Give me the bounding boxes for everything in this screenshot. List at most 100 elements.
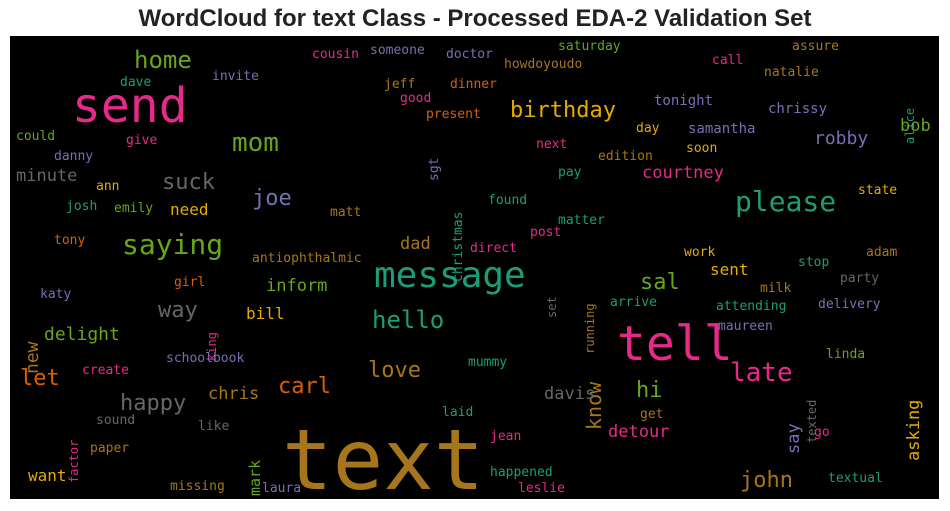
word-missing: missing bbox=[170, 479, 225, 494]
word-matt: matt bbox=[330, 205, 362, 220]
word-invite: invite bbox=[212, 69, 259, 84]
word-sent: sent bbox=[710, 260, 749, 279]
word-pay: pay bbox=[558, 165, 582, 180]
word-state: state bbox=[858, 183, 898, 198]
word-schoolbook: schoolbook bbox=[166, 351, 245, 366]
word-message: message bbox=[374, 255, 526, 296]
word-party: party bbox=[840, 271, 880, 286]
word-hello: hello bbox=[372, 306, 445, 334]
word-tell: tell bbox=[617, 316, 733, 372]
word-saying: saying bbox=[122, 228, 224, 261]
word-textual: textual bbox=[828, 471, 883, 486]
word-tony: tony bbox=[54, 233, 86, 248]
word-love: love bbox=[368, 358, 421, 383]
word-ann: ann bbox=[96, 179, 120, 194]
word-present: present bbox=[426, 107, 481, 122]
word-maureen: maureen bbox=[718, 319, 773, 334]
word-create: create bbox=[82, 363, 129, 378]
word-call: call bbox=[712, 53, 744, 68]
word-sound: sound bbox=[96, 413, 136, 428]
word-samantha: samantha bbox=[688, 121, 756, 137]
word-inform: inform bbox=[266, 276, 328, 296]
word-want: want bbox=[28, 466, 67, 485]
word-tonight: tonight bbox=[654, 93, 714, 109]
word-text: text bbox=[282, 411, 485, 499]
word-dave: dave bbox=[120, 75, 152, 90]
word-birthday: birthday bbox=[510, 98, 616, 123]
word-day: day bbox=[636, 121, 660, 136]
word-john: john bbox=[740, 468, 793, 493]
word-asking: asking bbox=[904, 399, 924, 462]
word-howdoyoudo: howdoyoudo bbox=[504, 57, 583, 72]
word-send: send bbox=[72, 78, 188, 134]
word-could: could bbox=[16, 129, 56, 144]
word-katy: katy bbox=[40, 287, 72, 302]
word-happy: happy bbox=[120, 391, 187, 416]
word-assure: assure bbox=[792, 39, 839, 54]
word-say: say bbox=[784, 422, 804, 454]
word-let: let bbox=[20, 366, 60, 391]
word-set: set bbox=[545, 295, 559, 318]
word-danny: danny bbox=[54, 149, 94, 164]
word-josh: josh bbox=[66, 199, 98, 214]
word-go: go bbox=[814, 425, 830, 440]
word-delight: delight bbox=[44, 324, 120, 345]
word-antiophthalmic: antiophthalmic bbox=[252, 251, 362, 266]
chart-title: WordCloud for text Class - Processed EDA… bbox=[138, 5, 812, 32]
word-jean: jean bbox=[490, 429, 522, 444]
word-natalie: natalie bbox=[764, 65, 819, 80]
word-suck: suck bbox=[162, 170, 215, 195]
word-cousin: cousin bbox=[312, 47, 359, 62]
word-detour: detour bbox=[608, 422, 670, 442]
word-work: work bbox=[684, 245, 716, 260]
word-post: post bbox=[530, 225, 562, 240]
word-arrive: arrive bbox=[610, 295, 657, 310]
word-soon: soon bbox=[686, 141, 718, 156]
word-girl: girl bbox=[174, 275, 206, 290]
word-like: like bbox=[198, 419, 230, 434]
word-adam: adam bbox=[866, 245, 898, 260]
word-dad: dad bbox=[400, 234, 431, 254]
word-direct: direct bbox=[470, 241, 517, 256]
word-mummy: mummy bbox=[468, 355, 508, 370]
word-emily: emily bbox=[114, 201, 154, 216]
word-milk: milk bbox=[760, 281, 792, 296]
word-joe: joe bbox=[252, 186, 292, 211]
word-davis: davis bbox=[544, 384, 596, 404]
word-way: way bbox=[158, 298, 198, 323]
word-saturday: saturday bbox=[558, 39, 621, 54]
word-factor: factor bbox=[67, 439, 81, 484]
word-mom: mom bbox=[232, 128, 279, 158]
word-found: found bbox=[488, 193, 528, 208]
word-delivery: delivery bbox=[818, 297, 881, 312]
word-chris: chris bbox=[208, 384, 260, 404]
word-robby: robby bbox=[814, 128, 869, 149]
word-sal: sal bbox=[640, 270, 680, 295]
word-next: next bbox=[536, 137, 568, 152]
word-happened: happened bbox=[490, 465, 553, 480]
word-alice: alice bbox=[903, 107, 917, 144]
word-laura: laura bbox=[262, 481, 302, 496]
word-hi: hi bbox=[636, 378, 663, 403]
word-attending: attending bbox=[716, 299, 787, 314]
word-edition: edition bbox=[598, 149, 653, 164]
word-chrissy: chrissy bbox=[768, 101, 828, 117]
word-christmas: christmas bbox=[451, 211, 466, 283]
word-stop: stop bbox=[798, 255, 830, 270]
word-late: late bbox=[730, 358, 793, 388]
word-courtney: courtney bbox=[642, 163, 724, 183]
word-mark: mark bbox=[246, 459, 264, 496]
word-laid: laid bbox=[442, 405, 474, 420]
word-jeff: jeff bbox=[384, 77, 416, 92]
word-please: please bbox=[735, 185, 837, 218]
word-get: get bbox=[640, 407, 664, 422]
word-bill: bill bbox=[246, 304, 285, 323]
word-new: new bbox=[22, 341, 43, 375]
word-running: running bbox=[583, 303, 597, 355]
word-give: give bbox=[126, 133, 158, 148]
word-paper: paper bbox=[90, 441, 130, 456]
word-sgt: sgt bbox=[427, 157, 442, 182]
word-cloud: text tell send message saying please home mom bi… bbox=[10, 36, 939, 499]
word-doctor: doctor bbox=[446, 47, 493, 62]
word-bob: bob bbox=[900, 116, 931, 136]
